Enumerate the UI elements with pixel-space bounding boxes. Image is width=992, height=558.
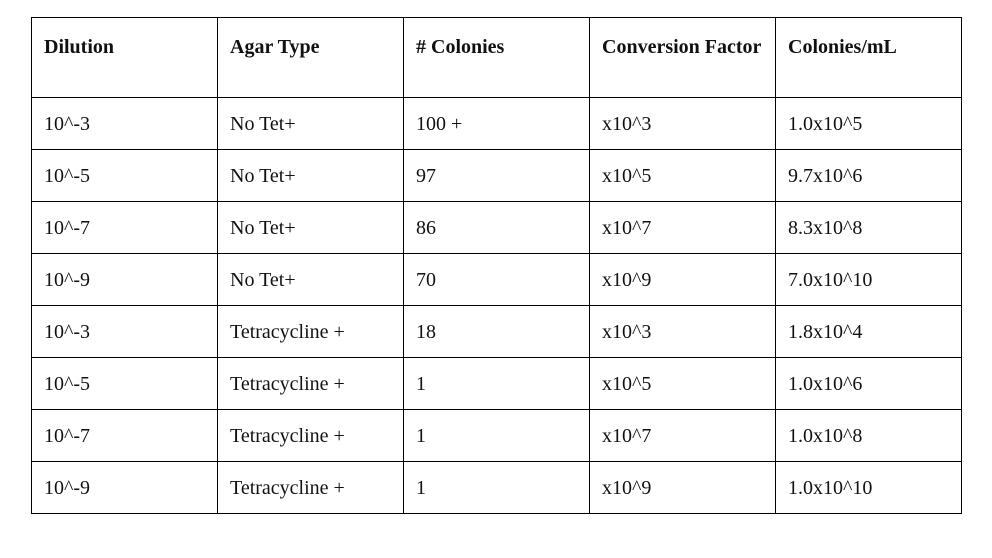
table-cell: 1 [403, 409, 590, 462]
table-cell: 18 [403, 305, 590, 358]
table-row: 10^-9 Tetracycline +1 x10^9 1.0x10^10 [31, 461, 962, 514]
table-cell: 1.0x10^6 [775, 357, 962, 410]
table-cell: Tetracycline + [217, 461, 404, 514]
header-cell: Conversion Factor [589, 17, 776, 98]
table-cell: x10^5 [589, 149, 776, 202]
table-row: 10^-5 Tetracycline +1 x10^5 1.0x10^6 [31, 357, 962, 410]
table-cell: 70 [403, 253, 590, 306]
table-cell: 10^-5 [31, 357, 218, 410]
table-row: 10^-7 Tetracycline +1 x10^7 1.0x10^8 [31, 409, 962, 462]
table-cell: 1 [403, 461, 590, 514]
table-cell: 10^-7 [31, 201, 218, 254]
table-cell: 86 [403, 201, 590, 254]
table-cell: Tetracycline + [217, 409, 404, 462]
table-cell: 97 [403, 149, 590, 202]
table-cell: No Tet+ [217, 97, 404, 150]
table-cell: Tetracycline + [217, 357, 404, 410]
table-row: 10^-9 No Tet+ 70 x10^9 7.0x10^10 [31, 253, 962, 306]
header-cell: # Colonies [403, 17, 590, 98]
header-row: Dilution Agar Type # Colonies Conversion Fa… [31, 17, 962, 98]
table-cell: No Tet+ [217, 253, 404, 306]
table-cell: 10^-9 [31, 253, 218, 306]
table-cell: 10^-7 [31, 409, 218, 462]
table-cell: x10^3 [589, 97, 776, 150]
colony-table: Dilution Agar Type # Colonies Conversion Fa… [31, 17, 962, 514]
table-cell: x10^5 [589, 357, 776, 410]
table-row: 10^-7 No Tet+ 86 x10^7 8.3x10^8 [31, 201, 962, 254]
header-cell: Dilution [31, 17, 218, 98]
table-cell: 10^-5 [31, 149, 218, 202]
table-cell: 10^-3 [31, 97, 218, 150]
table-cell: x10^7 [589, 409, 776, 462]
header-cell: Agar Type [217, 17, 404, 98]
table-body: 10^-3 No Tet+ 100 + x10^3 1.0x10^5 10^-5 No Te… [31, 97, 962, 514]
table-header: Dilution Agar Type # Colonies Conversion Fa… [31, 17, 962, 98]
table-cell: 1.8x10^4 [775, 305, 962, 358]
table-cell: 1.0x10^8 [775, 409, 962, 462]
table-cell: 10^-9 [31, 461, 218, 514]
table-cell: x10^9 [589, 253, 776, 306]
table-row: 10^-3 No Tet+ 100 + x10^3 1.0x10^5 [31, 97, 962, 150]
header-cell: Colonies/mL [775, 17, 962, 98]
table-cell: x10^9 [589, 461, 776, 514]
table-cell: x10^7 [589, 201, 776, 254]
table-cell: 9.7x10^6 [775, 149, 962, 202]
table-cell: 7.0x10^10 [775, 253, 962, 306]
table-cell: Tetracycline + [217, 305, 404, 358]
table-cell: No Tet+ [217, 149, 404, 202]
table-cell: 1.0x10^10 [775, 461, 962, 514]
table-cell: 8.3x10^8 [775, 201, 962, 254]
table-cell: 10^-3 [31, 305, 218, 358]
table-row: 10^-5 No Tet+ 97 x10^5 9.7x10^6 [31, 149, 962, 202]
table-cell: No Tet+ [217, 201, 404, 254]
table-row: 10^-3 Tetracycline +18 x10^3 1.8x10^4 [31, 305, 962, 358]
table-cell: 100 + [403, 97, 590, 150]
table-cell: x10^3 [589, 305, 776, 358]
table-cell: 1 [403, 357, 590, 410]
table-cell: 1.0x10^5 [775, 97, 962, 150]
